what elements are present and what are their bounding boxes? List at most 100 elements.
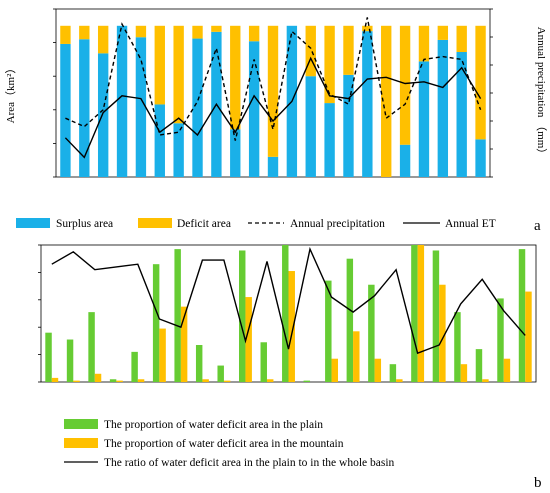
bar-mountain-proportion-2022	[525, 291, 532, 382]
legend-label-ratio: The ratio of water deficit area in the p…	[104, 457, 395, 469]
panel-a-legend: Surplus area Deficit area Annual precipi…	[16, 218, 496, 230]
bar-mountain-proportion-2021	[503, 358, 511, 382]
bar-plain-proportion-2012	[303, 380, 311, 382]
bar-mountain-proportion-2015	[374, 358, 382, 382]
bar-deficit-area-2017	[381, 25, 392, 177]
bar-mountain-proportion-2002	[94, 373, 102, 382]
bar-plain-proportion-2000	[45, 332, 52, 382]
bar-plain-proportion-2019	[454, 312, 461, 382]
bar-surplus-area-2003	[116, 25, 128, 177]
bar-surplus-area-2001	[79, 39, 90, 177]
bar-plain-proportion-2016	[389, 364, 397, 382]
bar-surplus-area-2007	[192, 38, 203, 178]
bar-surplus-area-2019	[418, 61, 430, 177]
bar-deficit-area-2022	[475, 25, 486, 140]
panel-a-chart: Area（km²） Annual precipitation （mm） Surp…	[4, 8, 548, 234]
bar-plain-proportion-2011	[282, 245, 289, 382]
bar-mountain-proportion-2016	[396, 379, 403, 382]
bar-surplus-area-2020	[437, 39, 449, 177]
bar-mountain-proportion-2001	[73, 380, 80, 382]
legend-swatch-deficit-area	[138, 218, 172, 228]
bar-deficit-area-2014	[324, 25, 335, 104]
bar-surplus-area-2014	[324, 103, 335, 177]
bar-surplus-area-2000	[60, 43, 71, 177]
bar-mountain-proportion-2000	[51, 377, 59, 382]
panel-a-right-axis	[490, 8, 493, 178]
bar-surplus-area-2018	[399, 144, 411, 177]
bar-plain-proportion-2022	[518, 249, 526, 382]
panel-b-chart: The proportion of water deficit area in …	[38, 244, 542, 491]
bar-mountain-proportion-2011	[288, 271, 295, 382]
legend-label-plain-proportion: The proportion of water deficit area in …	[104, 419, 323, 431]
legend-label-annual-et: Annual ET	[445, 218, 496, 230]
bar-deficit-area-2015	[343, 25, 354, 75]
bar-surplus-area-2021	[456, 52, 467, 178]
bar-surplus-area-2011	[267, 156, 279, 177]
bar-mountain-proportion-2018	[439, 284, 446, 382]
bar-deficit-area-2007	[192, 25, 203, 39]
bar-deficit-area-2002	[97, 25, 109, 54]
bar-deficit-area-2000	[60, 25, 71, 44]
panel-b-letter: b	[534, 475, 542, 491]
bar-mountain-proportion-2017	[417, 245, 425, 382]
bar-plain-proportion-2020	[475, 349, 483, 382]
panel-a-y2label: Annual precipitation （mm）	[535, 27, 548, 160]
bar-deficit-area-2021	[456, 25, 467, 53]
bar-deficit-area-2011	[267, 25, 279, 157]
legend-swatch-surplus-area	[16, 218, 50, 228]
bar-deficit-area-2010	[248, 25, 260, 42]
bar-surplus-area-2009	[230, 129, 241, 177]
bar-plain-proportion-2005	[152, 264, 160, 382]
bar-surplus-area-2013	[305, 76, 316, 177]
bar-mountain-proportion-2007	[202, 379, 209, 382]
line-annual-et	[64, 56, 482, 159]
bar-deficit-area-2008	[211, 25, 222, 32]
bar-plain-proportion-2008	[217, 365, 224, 382]
bar-mountain-proportion-2019	[460, 364, 468, 382]
bar-plain-proportion-2018	[432, 250, 440, 382]
bar-deficit-area-2009	[230, 25, 241, 130]
bar-surplus-area-2005	[154, 104, 165, 177]
bar-mountain-proportion-2004	[137, 379, 145, 382]
bar-surplus-area-2010	[248, 41, 260, 178]
bar-plain-proportion-2004	[131, 351, 138, 382]
panel-b-bars	[45, 245, 532, 382]
panel-a-letter: a	[534, 218, 541, 234]
bar-plain-proportion-2014	[346, 258, 354, 382]
panel-a-lines	[64, 17, 482, 159]
legend-label-deficit-area: Deficit area	[177, 218, 231, 230]
bar-plain-proportion-2021	[497, 298, 504, 382]
bar-deficit-area-2020	[437, 25, 449, 40]
panel-b-legend: The proportion of water deficit area in …	[64, 419, 395, 469]
bar-mountain-proportion-2003	[116, 380, 123, 382]
bar-plain-proportion-2015	[368, 284, 375, 382]
bar-deficit-area-2001	[79, 25, 90, 40]
legend-swatch-mountain-proportion	[64, 438, 98, 448]
panel-b-y-axis	[38, 244, 41, 383]
bar-surplus-area-2015	[343, 74, 354, 177]
bar-deficit-area-2004	[135, 25, 147, 38]
bar-mountain-proportion-2006	[180, 306, 188, 382]
bar-mountain-proportion-2008	[223, 380, 231, 382]
bar-surplus-area-2004	[135, 37, 147, 177]
bar-mountain-proportion-2009	[245, 297, 252, 382]
panel-a-bars	[60, 25, 486, 178]
bar-deficit-area-2005	[154, 25, 165, 105]
bar-mountain-proportion-2010	[266, 379, 274, 382]
line-ratio-plain-to-basin	[51, 246, 526, 355]
legend-label-surplus-area: Surplus area	[56, 218, 113, 230]
bar-plain-proportion-2009	[239, 250, 246, 382]
bar-mountain-proportion-2013	[331, 358, 338, 382]
bar-surplus-area-2016	[362, 31, 373, 178]
bar-plain-proportion-2013	[325, 280, 332, 382]
bar-plain-proportion-2002	[88, 312, 95, 382]
panel-a-ylabel: Area（km²）	[4, 63, 17, 124]
bar-deficit-area-2018	[399, 25, 411, 145]
legend-label-annual-precipitation: Annual precipitation	[290, 218, 385, 230]
bar-plain-proportion-2017	[411, 245, 418, 382]
bar-deficit-area-2013	[305, 25, 316, 77]
bar-surplus-area-2002	[97, 53, 109, 177]
bar-plain-proportion-2003	[109, 379, 117, 382]
bar-mountain-proportion-2014	[353, 331, 360, 382]
